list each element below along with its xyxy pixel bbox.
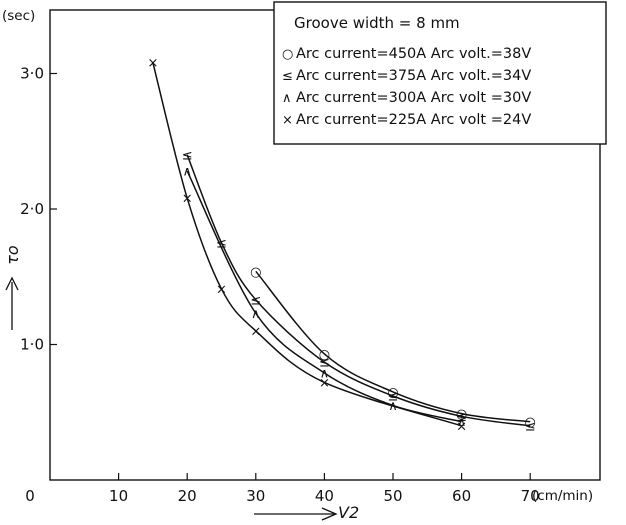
series-2-point: ≤	[250, 293, 261, 308]
series-1-point: ○	[319, 347, 330, 362]
series-line-1	[255, 270, 531, 423]
x-axis-label: V2	[338, 503, 359, 522]
legend-title: Groove width = 8 mm	[294, 14, 460, 32]
series-4-point: ×	[319, 376, 330, 391]
series-4-point: ×	[182, 192, 193, 207]
x-tick-label: 0	[25, 487, 35, 505]
series-2-point: ≤	[182, 148, 193, 163]
ticks: 0 10 20 30 40 50 60 70 1·0 2·0 3·0	[20, 65, 540, 506]
series-4-point: ×	[216, 282, 227, 297]
x-tick-label: 60	[452, 487, 471, 505]
legend-entry-4: Arc current=225A Arc volt =24V	[296, 112, 531, 128]
y-arrow-head	[5, 276, 19, 291]
series-4-point: ×	[250, 324, 261, 339]
y-axis-label: τo	[3, 245, 22, 265]
series-3-point: ∧	[388, 399, 398, 414]
y-tick-label: 3·0	[20, 65, 44, 83]
legend-marker-2: ≤	[282, 69, 293, 84]
x-tick-label: 20	[178, 487, 197, 505]
series-2-point: ≤	[388, 389, 399, 404]
series-4-point: ×	[456, 419, 467, 434]
series-3-point: ∧	[457, 415, 467, 430]
y-unit-label: (sec)	[2, 8, 35, 24]
legend-entry-3: Arc current=300A Arc volt =30V	[296, 90, 531, 106]
curves	[152, 62, 531, 427]
series-line-2	[186, 154, 531, 427]
x-tick-label: 10	[109, 487, 128, 505]
series-1-point: ○	[456, 407, 467, 422]
y-tick-label: 2·0	[20, 200, 44, 218]
series-2-point: ≤	[216, 236, 227, 251]
series-line-4	[152, 62, 462, 427]
x-arrow-head	[321, 507, 338, 521]
x-tick-label: 50	[383, 487, 402, 505]
x-tick-label: 30	[246, 487, 265, 505]
legend-marker-4: ×	[282, 113, 293, 128]
x-unit-label: (cm/min)	[532, 488, 593, 504]
x-tick-label: 70	[521, 487, 540, 505]
series-3-point: ∧	[182, 165, 192, 180]
series-2-point: ≤	[456, 410, 467, 425]
series-1-point: ○	[250, 265, 261, 280]
y-tick-label: 1·0	[20, 336, 44, 354]
axis-labels: (sec) (cm/min) τo V2	[2, 8, 593, 522]
series-1-point: ○	[387, 385, 398, 400]
series-4-point: ×	[147, 56, 158, 71]
series-2-point: ≤	[525, 419, 536, 434]
legend-entry-2: Arc current=375A Arc volt.=34V	[296, 68, 531, 84]
markers: ○○○○○≤≤≤≤≤≤≤∧∧∧∧∧××××××	[147, 56, 535, 434]
legend-entry-1: Arc current=450A Arc volt.=38V	[296, 46, 531, 62]
x-tick-label: 40	[315, 487, 334, 505]
series-1-point: ○	[525, 415, 536, 430]
legend-marker-3: ∧	[282, 91, 292, 106]
legend-box	[273, 1, 607, 145]
legend-marker-1: ○	[282, 47, 293, 62]
legend: Groove width = 8 mm○ Arc current=450A Arc…	[273, 1, 607, 145]
series-2-point: ≤	[319, 356, 330, 371]
series-3-point: ∧	[251, 307, 261, 322]
series-3-point: ∧	[320, 366, 330, 381]
